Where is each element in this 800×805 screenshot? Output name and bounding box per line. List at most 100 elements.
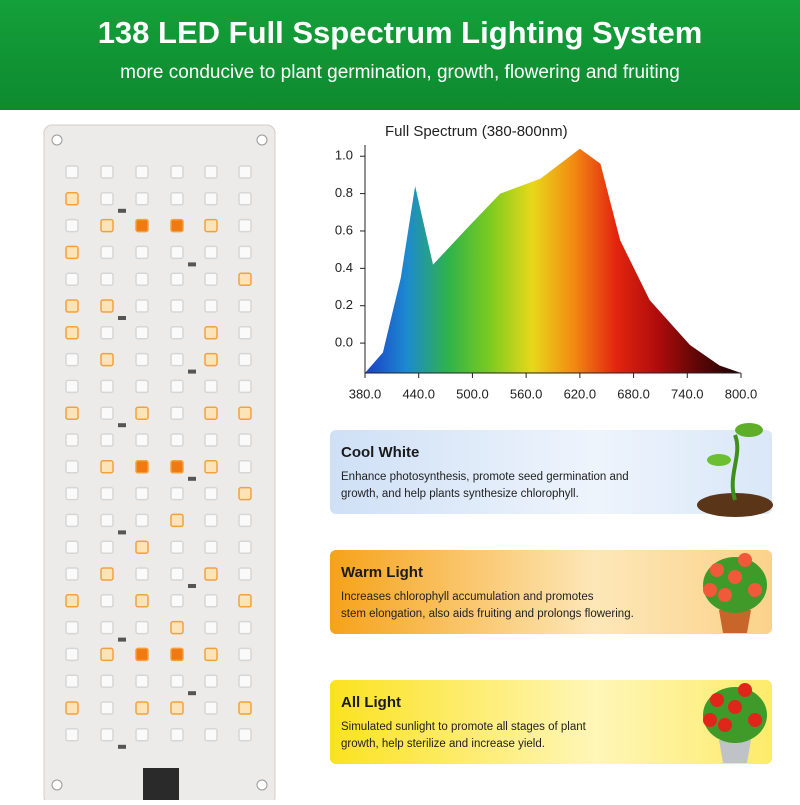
led — [100, 701, 114, 715]
led — [100, 728, 114, 742]
led — [170, 165, 184, 179]
led — [238, 326, 252, 340]
card-text: Increases chlorophyll accumulation and p… — [341, 591, 594, 603]
led — [65, 192, 79, 206]
led — [65, 272, 79, 286]
tomato — [748, 713, 762, 727]
led — [238, 165, 252, 179]
resistor — [188, 584, 196, 588]
resistor — [118, 637, 126, 642]
led — [65, 218, 79, 233]
mount-hole — [51, 779, 63, 791]
stem — [730, 434, 740, 501]
led — [65, 701, 79, 715]
led — [204, 567, 218, 581]
led — [65, 460, 79, 474]
resistor — [188, 476, 196, 481]
tomato — [728, 700, 742, 714]
resistor — [118, 423, 126, 428]
led — [170, 406, 184, 420]
led — [100, 379, 114, 394]
x-tick-label: 620.0 — [564, 386, 597, 401]
led — [204, 379, 218, 394]
chart-title: Full Spectrum (380-800nm) — [385, 123, 568, 140]
led — [170, 486, 184, 501]
led — [238, 245, 252, 260]
card-text: stem elongation, also aids fruiting and … — [341, 608, 634, 620]
led — [170, 379, 184, 394]
led — [100, 299, 114, 313]
led — [170, 272, 184, 286]
leaf — [735, 423, 763, 437]
led — [100, 594, 114, 608]
led — [204, 620, 218, 635]
tomato — [710, 693, 724, 707]
flower — [710, 563, 724, 577]
led — [204, 165, 218, 179]
x-tick-label: 800.0 — [725, 386, 758, 401]
tomato — [703, 713, 717, 727]
led — [135, 728, 149, 742]
led — [65, 486, 79, 501]
led — [238, 406, 252, 420]
led — [135, 299, 149, 313]
led — [238, 513, 252, 528]
y-tick-label: 0.0 — [335, 335, 353, 350]
led — [100, 647, 114, 662]
led — [204, 701, 218, 715]
led — [170, 513, 184, 528]
led — [65, 540, 79, 554]
led — [204, 245, 218, 260]
led — [135, 567, 149, 581]
card-bg — [330, 550, 772, 634]
led — [238, 620, 252, 635]
led — [204, 728, 218, 742]
led — [100, 540, 114, 554]
led — [238, 272, 252, 286]
led — [135, 460, 149, 474]
led — [204, 486, 218, 501]
x-tick-label: 740.0 — [671, 386, 704, 401]
led — [135, 272, 149, 286]
led — [100, 674, 114, 688]
led — [100, 165, 114, 179]
resistor — [188, 262, 196, 267]
led — [238, 674, 252, 688]
tomato — [738, 683, 752, 697]
card-title: Warm Light — [341, 564, 423, 581]
flower — [718, 588, 732, 602]
resistor — [118, 316, 126, 320]
led — [204, 272, 218, 286]
led — [170, 460, 184, 474]
led — [170, 192, 184, 206]
led — [135, 326, 149, 340]
resistor — [118, 208, 126, 213]
led — [170, 218, 184, 233]
led — [204, 674, 218, 688]
led — [135, 165, 149, 179]
header-title: 138 LED Full Sspectrum Lighting System — [98, 15, 703, 50]
led — [100, 218, 114, 233]
led — [238, 352, 252, 367]
led — [238, 647, 252, 662]
led — [204, 406, 218, 420]
pot — [719, 740, 751, 763]
y-tick-label: 0.2 — [335, 297, 353, 312]
x-tick-label: 560.0 — [510, 386, 543, 401]
led — [170, 299, 184, 313]
led — [100, 326, 114, 340]
spectrum-area — [365, 148, 741, 373]
card-title: Cool White — [341, 444, 419, 461]
card-text: growth, help sterilize and increase yiel… — [341, 738, 545, 750]
led — [65, 567, 79, 581]
y-tick-label: 0.4 — [335, 260, 353, 275]
led — [135, 540, 149, 554]
led — [170, 620, 184, 635]
led — [135, 352, 149, 367]
led — [100, 192, 114, 206]
led — [135, 379, 149, 394]
led — [238, 594, 252, 608]
led — [238, 460, 252, 474]
